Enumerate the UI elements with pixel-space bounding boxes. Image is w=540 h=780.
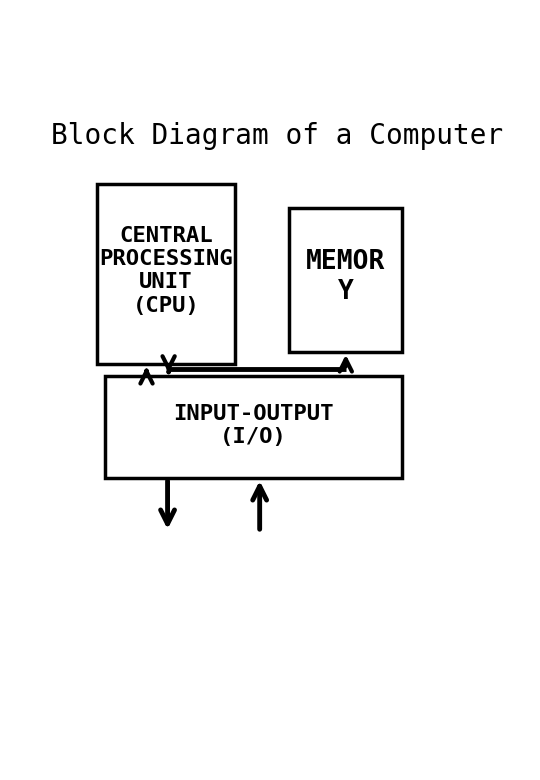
Text: INPUT-OUTPUT
(I/O): INPUT-OUTPUT (I/O) — [173, 403, 334, 447]
Text: MEMOR
Y: MEMOR Y — [306, 249, 386, 305]
Text: Block Diagram of a Computer: Block Diagram of a Computer — [51, 122, 503, 150]
Bar — [97, 183, 235, 363]
Text: CENTRAL
PROCESSING
UNIT
(CPU): CENTRAL PROCESSING UNIT (CPU) — [99, 226, 233, 316]
Bar — [105, 376, 402, 478]
Bar — [289, 207, 402, 352]
